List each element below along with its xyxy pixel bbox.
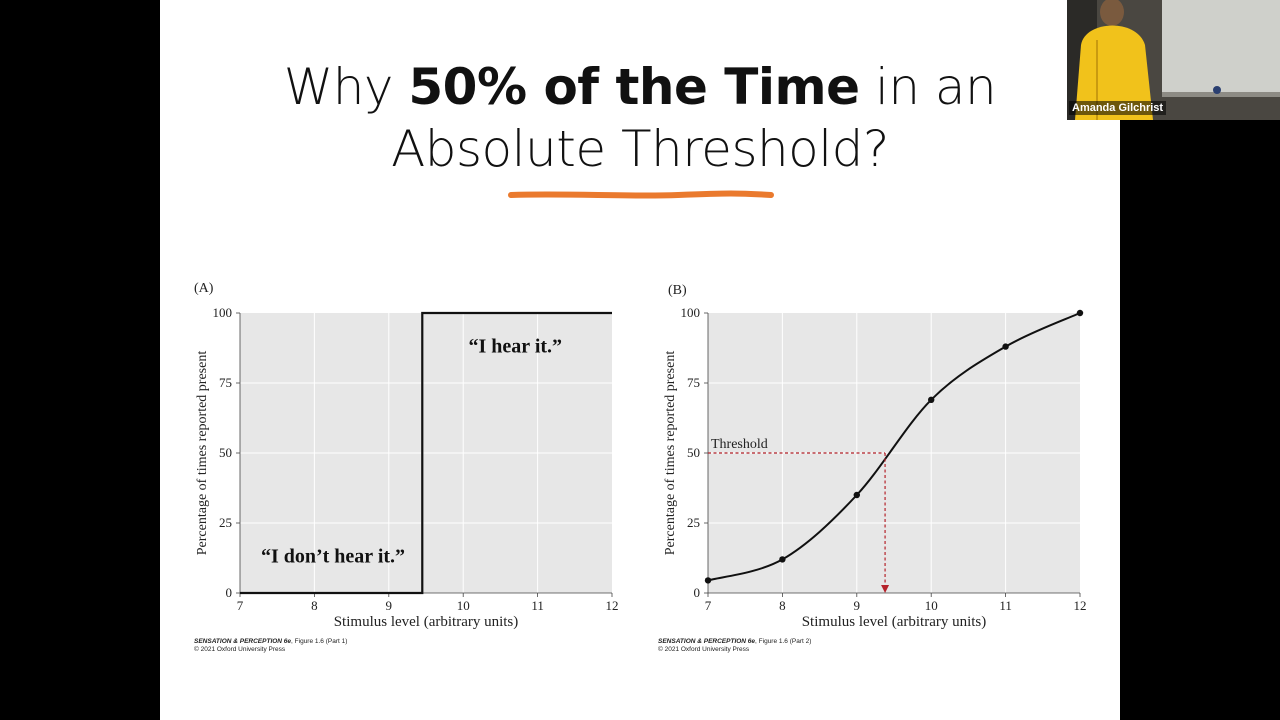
chart-b-y-tick-label: 75 [687, 375, 700, 390]
chart-b-x-axis-label: Stimulus level (arbitrary units) [802, 614, 987, 630]
slide-title: Why 50% of the Time in an Absolute Thres… [160, 56, 1120, 180]
chart-b-data-point [779, 556, 786, 563]
chart-b-threshold-label: Threshold [711, 437, 768, 452]
chart-b-x-tick-label: 8 [779, 598, 786, 613]
credit-b-title: SENSATION & PERCEPTION 6e [658, 638, 756, 645]
chart-a-y-tick-label: 100 [213, 305, 233, 320]
chart-a: 7 8 9 10 11 12 0 25 50 75 100 Stimulus level (arbit… [195, 305, 619, 630]
chart-a-x-tick-label: 12 [606, 598, 619, 613]
chart-b-data-point [928, 396, 935, 403]
chart-a-x-axis-label: Stimulus level (arbitrary units) [334, 614, 519, 630]
chart-b-y-tick-label: 25 [687, 515, 700, 530]
chart-a-y-tick-label: 75 [219, 375, 232, 390]
panel-b-label: (B) [668, 283, 687, 298]
chart-b: 7 8 9 10 11 12 0 25 50 75 100 Stimulus level (arbit… [663, 305, 1087, 630]
chart-b-x-tick-label: 11 [999, 598, 1012, 613]
chart-b-y-axis-label: Percentage of times reported present [663, 351, 678, 556]
chart-a-x-tick-label: 11 [531, 598, 544, 613]
credit-a: SENSATION & PERCEPTION 6e, Figure 1.6 (P… [194, 638, 347, 654]
credit-b-copyright: © 2021 Oxford University Press [658, 646, 750, 653]
chart-a-annotation-2: “I hear it.” [469, 336, 563, 358]
chart-a-x-tick-label: 8 [311, 598, 318, 613]
chart-a-y-axis-label: Percentage of times reported present [195, 351, 210, 556]
participant-name: Amanda Gilchrist [1069, 101, 1167, 115]
title-underline [508, 190, 774, 199]
title-bold: 50% of the Time [408, 58, 860, 116]
chart-a-y-tick-label: 25 [219, 515, 232, 530]
chart-b-x-tick-label: 10 [925, 598, 938, 613]
title-part-2: in an [859, 58, 997, 116]
chart-b-y-tick-label: 0 [694, 585, 701, 600]
chart-b-y-tick-label: 50 [687, 445, 700, 460]
webcam-thumbnail[interactable]: Amanda Gilchrist [1067, 0, 1280, 120]
slide: Why 50% of the Time in an Absolute Thres… [160, 0, 1120, 720]
chart-a-annotation-1: “I don’t hear it.” [261, 546, 405, 568]
credit-a-title: SENSATION & PERCEPTION 6e [194, 638, 292, 645]
chart-b-data-point [1002, 343, 1009, 350]
panel-a-label: (A) [194, 281, 214, 296]
chart-b-data-point [853, 491, 860, 499]
chart-b-threshold-arrow [881, 585, 890, 593]
title-part-1: Why [283, 58, 409, 116]
credit-b: SENSATION & PERCEPTION 6e, Figure 1.6 (P… [658, 638, 811, 654]
chart-b-y-tick-label: 100 [681, 305, 701, 320]
credit-a-rest: , Figure 1.6 (Part 1) [291, 638, 348, 645]
chart-b-data-point [704, 577, 712, 584]
chart-a-series-line [240, 311, 612, 595]
chart-a-x-tick-label: 10 [457, 598, 470, 613]
chart-a-x-tick-label: 9 [386, 598, 393, 613]
chart-a-y-tick-label: 50 [219, 445, 232, 460]
chart-a-x-tick-label: 7 [237, 598, 244, 613]
credit-b-rest: , Figure 1.6 (Part 2) [755, 638, 812, 645]
chart-b-data-point [1076, 309, 1084, 317]
webcam-video [1067, 0, 1280, 120]
chart-b-x-tick-label: 9 [854, 598, 861, 613]
chart-b-x-tick-label: 7 [705, 598, 712, 613]
chart-a-y-tick-label: 0 [226, 585, 233, 600]
credit-a-copyright: © 2021 Oxford University Press [194, 646, 286, 653]
chart-b-x-tick-label: 12 [1074, 598, 1087, 613]
title-line-2: Absolute Threshold? [391, 120, 889, 178]
